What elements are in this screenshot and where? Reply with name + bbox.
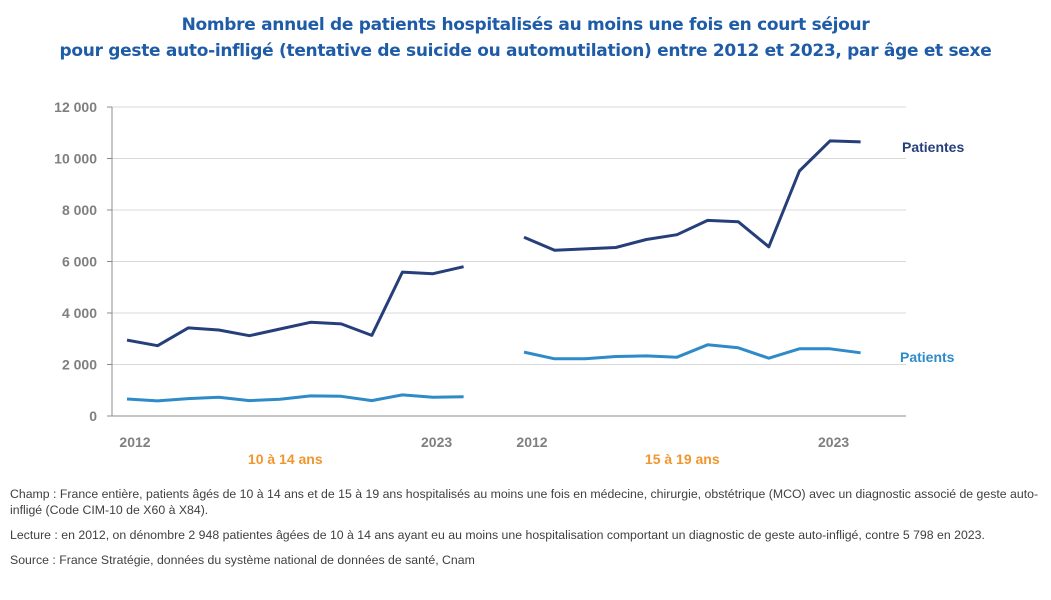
y-tick-label: 10 000 — [54, 151, 97, 167]
legend: Patientes Patients — [900, 139, 964, 365]
series-line-patients-group-1 — [126, 393, 464, 403]
y-axis-ticks: 0 2 000 4 000 6 000 8 000 10 000 12 000 — [54, 99, 97, 424]
note-champ: Champ : France entière, patients âgés de… — [10, 487, 1039, 517]
y-tick-label: 0 — [89, 408, 97, 424]
y-tick-label: 6 000 — [62, 254, 97, 270]
chart-notes: Champ : France entière, patients âgés de… — [10, 486, 1040, 577]
x-tick-label: 2012 — [516, 434, 547, 450]
y-tick-label: 4 000 — [62, 305, 97, 321]
y-tick-label: 8 000 — [62, 202, 97, 218]
y-tick-label: 2 000 — [62, 357, 97, 373]
series-line-patients-group-2 — [523, 343, 861, 361]
series-line-patientes-group-2 — [523, 139, 861, 252]
x-tick-label: 2023 — [421, 434, 452, 450]
y-tick-label: 12 000 — [54, 99, 97, 115]
series-lines — [126, 139, 861, 403]
x-tick-label: 2012 — [119, 434, 150, 450]
gridlines — [112, 106, 906, 365]
legend-label-patients: Patients — [900, 349, 955, 365]
age-group-label: 15 à 19 ans — [645, 451, 720, 467]
note-source: Source : France Stratégie, données du sy… — [10, 553, 475, 567]
note-lecture: Lecture : en 2012, on dénombre 2 948 pat… — [10, 528, 985, 542]
age-group-label: 10 à 14 ans — [248, 451, 323, 467]
chart-title-line-2: pour geste auto-infligé (tentative de su… — [59, 41, 992, 61]
chart-title: Nombre annuel de patients hospitalisés a… — [0, 12, 1051, 64]
x-axis-ticks: 2012 2023 10 à 14 ans 2012 2023 15 à 19 ans — [119, 434, 849, 467]
legend-label-patientes: Patientes — [902, 139, 964, 155]
series-line-patientes-group-1 — [126, 265, 464, 348]
x-tick-label: 2023 — [818, 434, 849, 450]
axes — [107, 106, 906, 417]
chart-title-line-1: Nombre annuel de patients hospitalisés a… — [181, 15, 870, 35]
